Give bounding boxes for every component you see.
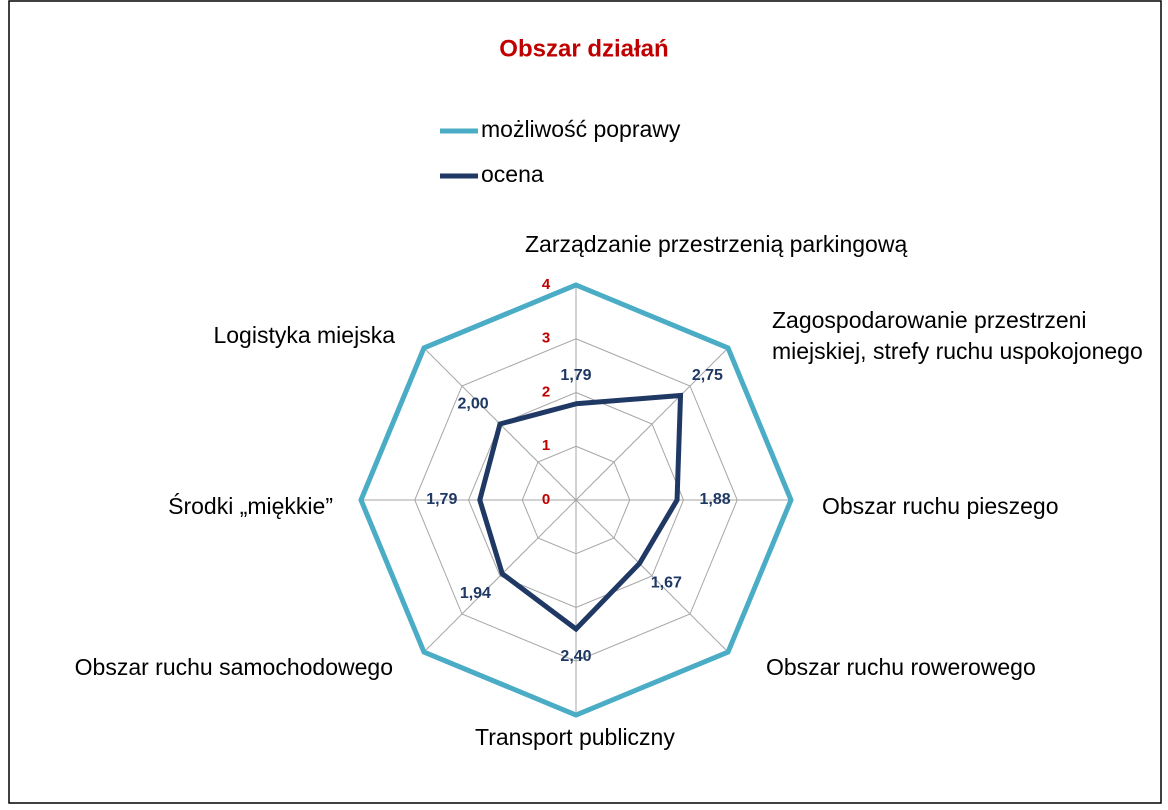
r-tick-label: 0: [542, 491, 550, 508]
legend-label: ocena: [481, 161, 544, 187]
category-label: Transport publiczny: [475, 724, 675, 750]
category-label: Obszar ruchu pieszego: [822, 493, 1059, 519]
category-label: Środki „miękkie”: [168, 493, 333, 519]
data-label: 1,88: [699, 491, 730, 508]
grid-spoke: [423, 499, 577, 653]
category-label: Logistyka miejska: [213, 322, 395, 348]
series-line: [358, 282, 794, 718]
grid-spoke: [575, 499, 729, 653]
r-tick-label: 2: [542, 383, 550, 400]
data-label: 1,79: [426, 491, 457, 508]
series-line: [477, 392, 684, 633]
chart-title: Obszar działań: [499, 35, 668, 62]
category-label: Zagospodarowanie przestrzeni miejskiej, …: [772, 307, 1143, 364]
category-label: Obszar ruchu rowerowego: [766, 654, 1036, 680]
r-tick-label: 3: [542, 330, 550, 347]
data-label: 2,00: [458, 395, 489, 412]
data-label: 1,79: [560, 367, 591, 384]
data-label: 1,94: [460, 585, 491, 602]
chart-border: [8, 0, 1162, 804]
data-label: 1,67: [651, 574, 682, 591]
category-label: Zarządzanie przestrzenią parkingową: [525, 231, 908, 257]
data-label: 2,40: [560, 648, 591, 665]
r-tick-label: 1: [542, 437, 550, 454]
category-label: Obszar ruchu samochodowego: [74, 654, 393, 680]
grid-spoke: [575, 347, 729, 501]
r-tick-label: 4: [542, 276, 551, 293]
data-label: 2,75: [692, 367, 723, 384]
legend-label: możliwość poprawy: [481, 116, 681, 142]
